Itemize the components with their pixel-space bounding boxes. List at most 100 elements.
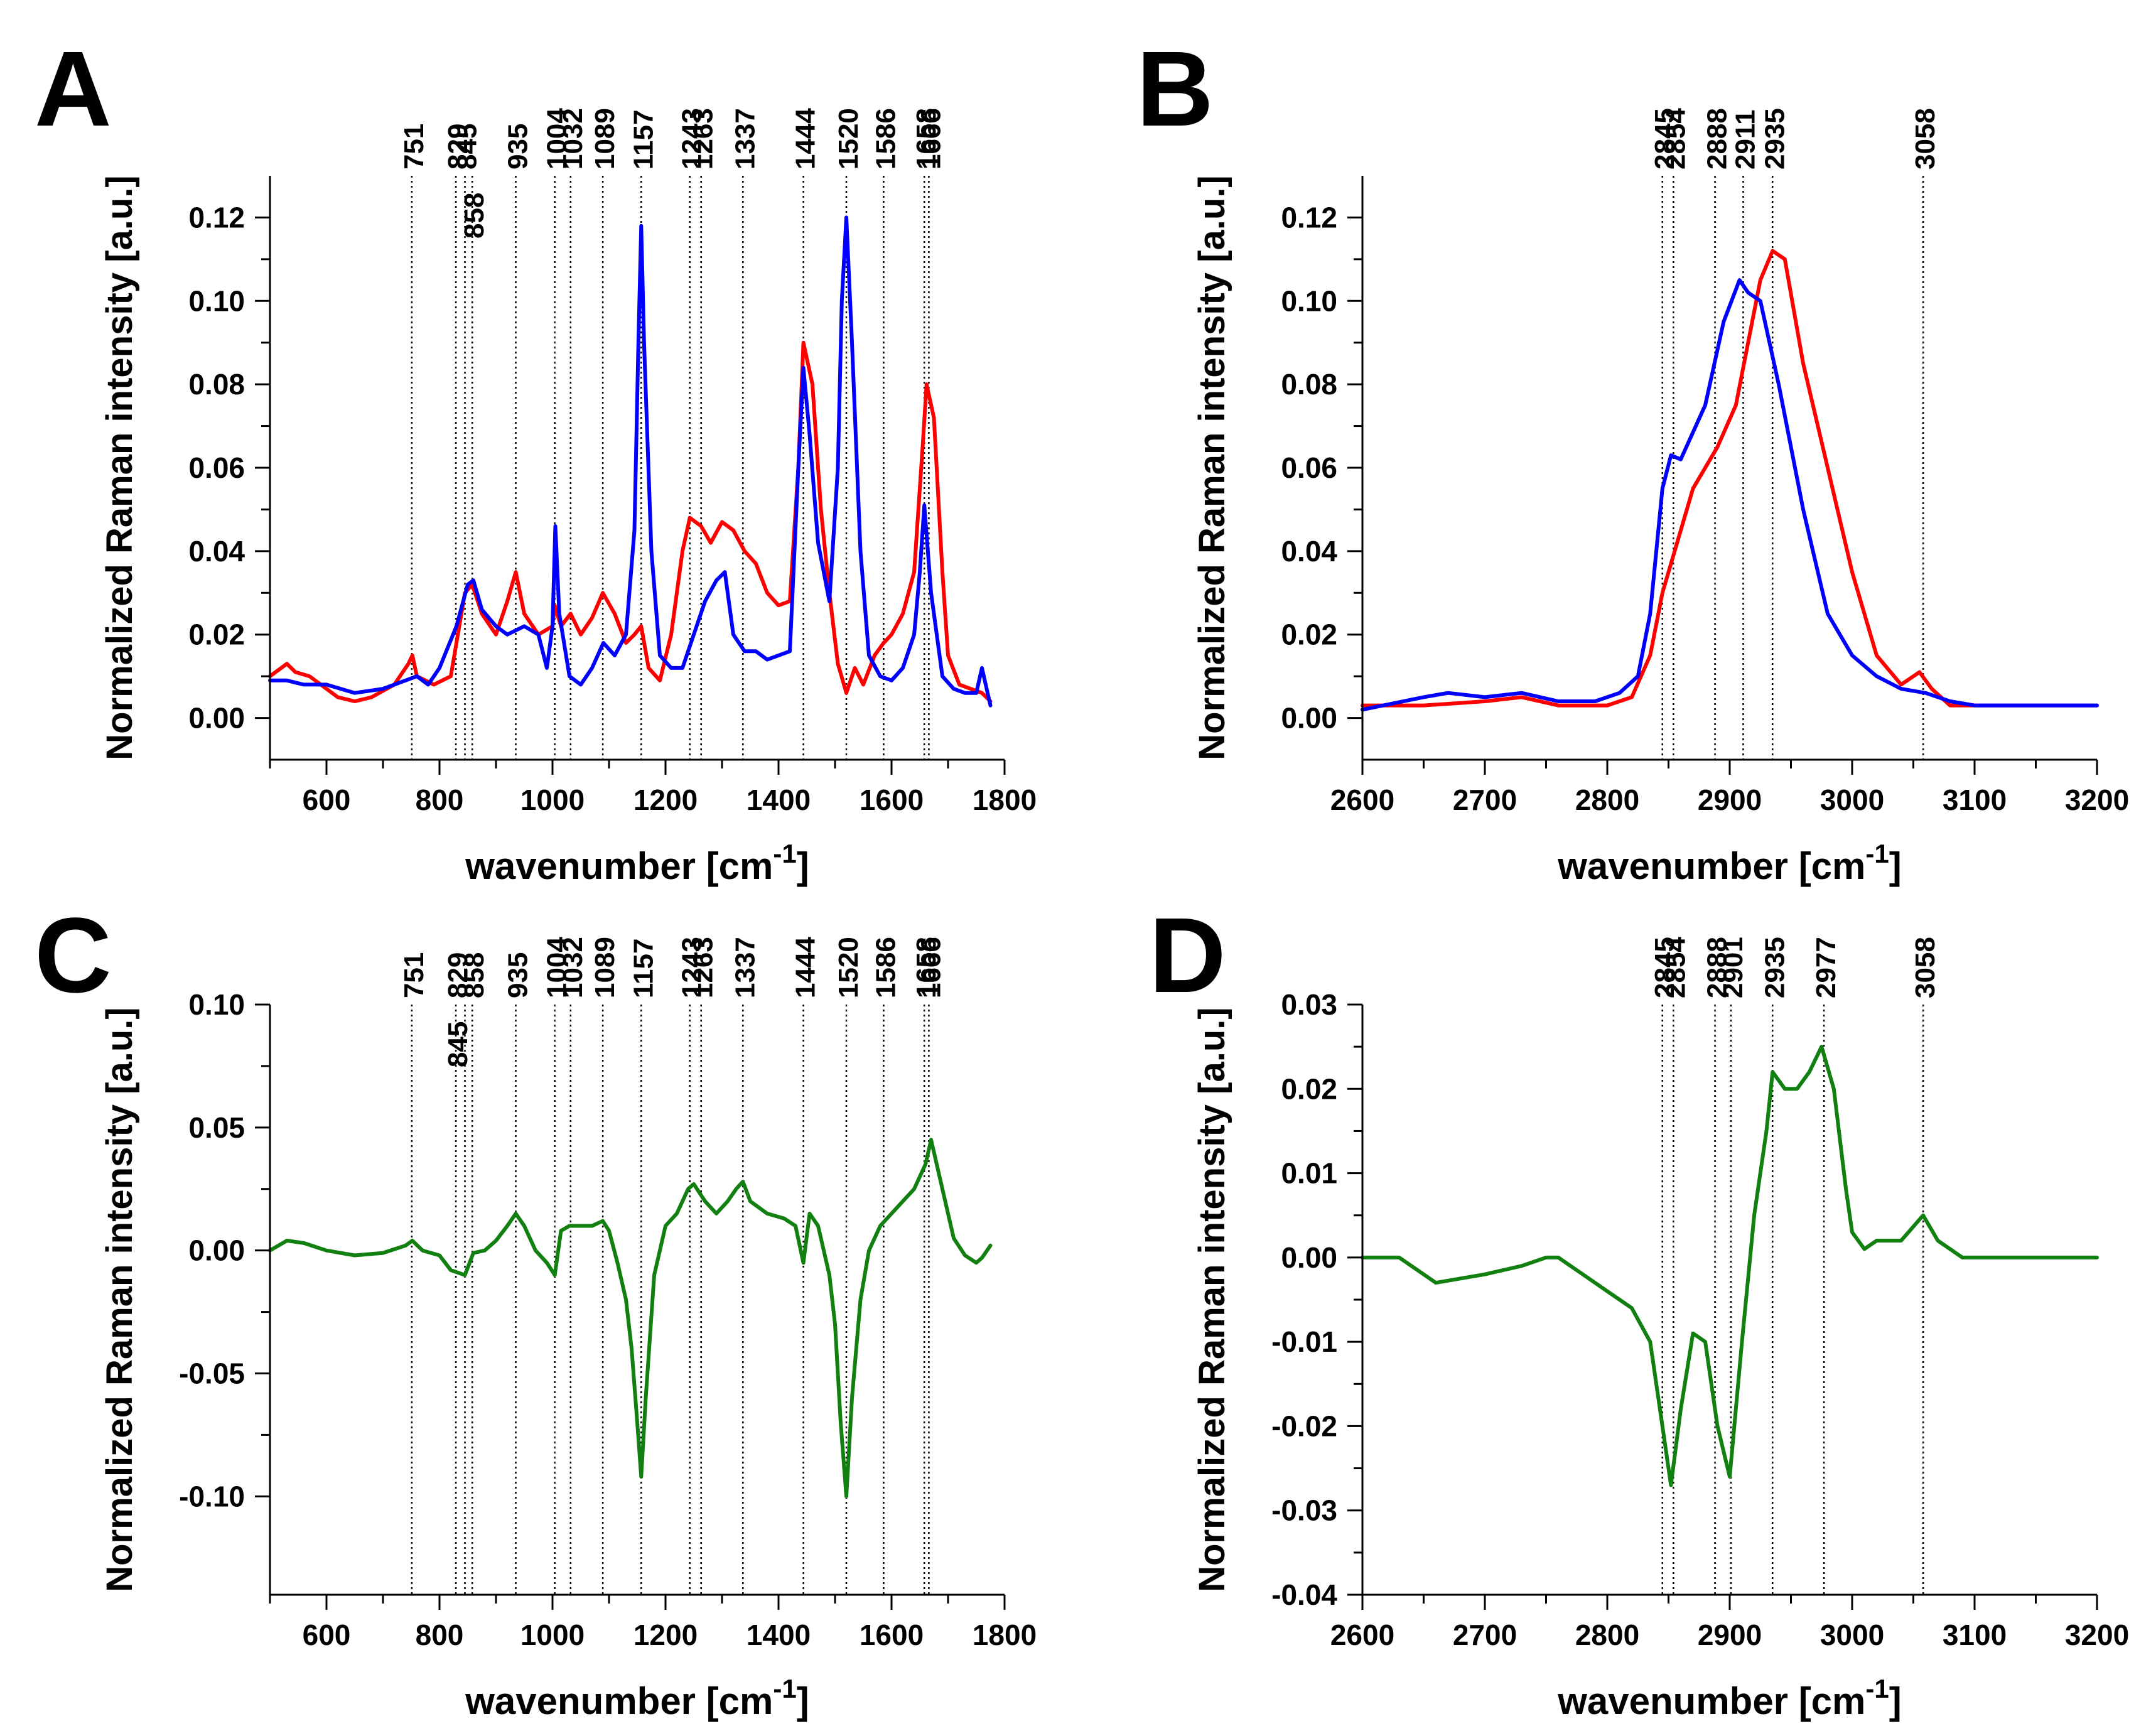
x-axis-title-superscript: -1 [1865, 839, 1889, 868]
series-line-green [268, 1138, 993, 1499]
peak-label: 1444 [790, 108, 821, 170]
x-axis-title: wavenumber [cm-1] [465, 839, 809, 887]
panel-letter: A [35, 30, 112, 149]
y-tick-label: 0.03 [1281, 988, 1337, 1021]
peak-label: 1004 [542, 937, 573, 998]
x-axis-title-end: ] [1889, 845, 1902, 887]
peak-label: 1263 [688, 108, 719, 170]
x-tick-label: 2600 [1330, 784, 1394, 816]
peak-label: 858 [459, 952, 490, 998]
x-axis-title-end: ] [1889, 1680, 1902, 1722]
peak-label: 2977 [1811, 937, 1841, 998]
y-tick-label: 0.00 [1281, 1241, 1337, 1274]
x-axis-title: wavenumber [cm-1] [465, 1674, 809, 1722]
peak-label: 845 [443, 1022, 473, 1067]
peak-label: 2854 [1660, 108, 1691, 170]
y-tick-label: 0.10 [188, 988, 245, 1021]
peak-label: 3058 [1910, 937, 1941, 998]
x-tick-label: 1000 [520, 784, 585, 816]
peak-label: 1337 [730, 108, 760, 170]
x-axis-title-superscript: -1 [773, 1674, 796, 1703]
peak-label: 1586 [870, 937, 901, 998]
x-tick-label: 2700 [1453, 784, 1517, 816]
y-tick-label: -0.01 [1271, 1325, 1337, 1358]
peak-label: 1520 [833, 937, 864, 998]
peak-label: 3058 [1910, 108, 1941, 170]
x-tick-label: 3200 [2065, 784, 2129, 816]
x-tick-label: 1400 [747, 1619, 811, 1651]
x-tick-label: 3100 [1943, 1619, 2007, 1651]
peak-label: 829 [443, 124, 473, 170]
x-axis-title-superscript: -1 [773, 839, 796, 868]
y-tick-label: 0.00 [188, 702, 245, 735]
y-tick-label: 0.06 [188, 451, 245, 484]
y-tick-label: 0.04 [1281, 535, 1337, 568]
y-tick-label: 0.08 [188, 368, 245, 401]
y-tick-label: 0.10 [188, 284, 245, 317]
series-line-green [1361, 1045, 2099, 1487]
peak-label: 2888 [1702, 937, 1733, 998]
y-tick-label: 0.04 [188, 535, 245, 568]
peak-label: 1157 [628, 939, 659, 998]
x-axis-title: wavenumber [cm-1] [1557, 1674, 1902, 1722]
x-tick-label: 2900 [1698, 1619, 1762, 1651]
peak-label: 751 [399, 952, 429, 998]
y-tick-label: 0.12 [188, 201, 245, 234]
x-tick-label: 600 [303, 784, 351, 816]
x-tick-label: 600 [303, 1619, 351, 1651]
peak-label: 2888 [1702, 108, 1733, 170]
x-axis-title-main: wavenumber [cm [465, 1680, 773, 1722]
x-axis-title-superscript: -1 [1865, 1674, 1889, 1703]
panel-letter: C [35, 896, 112, 1015]
y-axis-title: Normalized Raman intensity [a.u.] [1192, 175, 1232, 760]
y-tick-label: 0.12 [1281, 201, 1337, 234]
x-tick-label: 2600 [1330, 1619, 1394, 1651]
x-tick-label: 3200 [2065, 1619, 2129, 1651]
x-axis-title-end: ] [797, 845, 809, 887]
peak-label: 2854 [1660, 937, 1691, 998]
x-tick-label: 3000 [1820, 1619, 1884, 1651]
peak-label: 1243 [677, 937, 708, 998]
x-axis-title-main: wavenumber [cm [1557, 1680, 1865, 1722]
x-tick-label: 1600 [860, 784, 924, 816]
peak-label: 2935 [1759, 937, 1790, 998]
x-axis-title-main: wavenumber [cm [465, 845, 773, 887]
y-tick-label: 0.08 [1281, 368, 1337, 401]
peak-label: 1032 [558, 937, 588, 998]
peak-label: 1032 [558, 108, 588, 170]
series-line-blue [268, 215, 993, 708]
panel-letter: D [1149, 896, 1226, 1015]
x-tick-label: 1800 [973, 1619, 1037, 1651]
x-tick-label: 1600 [860, 1619, 924, 1651]
x-tick-label: 3100 [1943, 784, 2007, 816]
y-tick-label: 0.02 [1281, 618, 1337, 651]
peak-label: 935 [503, 124, 534, 170]
peak-label: 2911 [1730, 110, 1760, 170]
x-tick-label: 800 [416, 1619, 464, 1651]
peak-label: 2845 [1649, 937, 1680, 998]
series-line-red [268, 340, 993, 703]
peak-label: 1243 [677, 108, 708, 170]
x-axis-title-main: wavenumber [cm [1557, 845, 1865, 887]
x-tick-label: 1400 [747, 784, 811, 816]
y-tick-label: -0.02 [1271, 1410, 1337, 1442]
x-tick-label: 1800 [973, 784, 1037, 816]
peak-label: 1089 [590, 108, 620, 170]
x-tick-label: 2800 [1575, 1619, 1639, 1651]
y-axis-title: Normalized Raman intensity [a.u.] [1192, 1007, 1232, 1592]
y-tick-label: 0.05 [188, 1111, 245, 1144]
y-tick-label: 0.02 [1281, 1072, 1337, 1105]
x-tick-label: 2800 [1575, 784, 1639, 816]
x-tick-label: 1200 [633, 784, 698, 816]
peak-label: 1263 [688, 937, 719, 998]
peak-label: 845 [452, 124, 483, 170]
x-tick-label: 800 [416, 784, 464, 816]
x-tick-label: 1000 [520, 1619, 585, 1651]
peak-label: 1337 [730, 937, 760, 998]
peak-label: 935 [503, 952, 534, 998]
peak-label: 829 [443, 952, 473, 998]
peak-label: 1089 [590, 937, 620, 998]
